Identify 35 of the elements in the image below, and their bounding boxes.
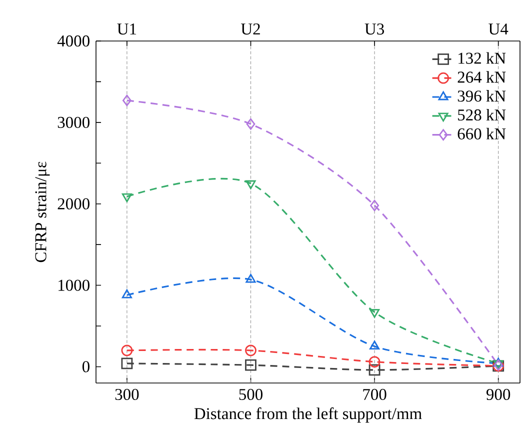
point [245, 359, 256, 371]
point [370, 340, 380, 350]
legend-label: 528 kN [458, 108, 506, 121]
ref-line-label: U1 [117, 24, 136, 35]
ref-line-label: U3 [364, 24, 384, 35]
legend-label: 660 kN [458, 128, 506, 140]
ref-line-label: U2 [241, 24, 260, 35]
point [122, 193, 132, 202]
legend-label: 264 kN [458, 71, 506, 83]
y-tick-label: 2000 [58, 198, 90, 210]
point [370, 308, 380, 318]
legend-label: 132 kN [458, 52, 506, 64]
y-tick-label: 3000 [58, 116, 90, 128]
ref-line-label: U4 [488, 24, 508, 35]
point [121, 358, 133, 370]
point [122, 94, 132, 106]
point [246, 274, 256, 283]
point [122, 289, 132, 298]
point [370, 200, 379, 212]
x-tick-label: 900 [486, 388, 510, 400]
y-tick-label: 0 [82, 361, 90, 372]
x-tick-label: 700 [363, 388, 386, 400]
x-tick-label: 500 [239, 388, 262, 400]
x-axis-title: Distance from the left support/mm [194, 407, 422, 423]
point [246, 180, 256, 190]
point [246, 118, 256, 130]
point [245, 344, 256, 356]
legend-label: 396 kN [458, 90, 506, 102]
y-axis-title: CFRP strain/με [35, 162, 50, 262]
point [368, 364, 380, 376]
point [368, 356, 380, 368]
y-tick-label: 4000 [57, 35, 90, 47]
point [121, 344, 133, 356]
x-tick-label: 300 [115, 388, 139, 400]
y-tick-label: 1000 [58, 280, 90, 291]
